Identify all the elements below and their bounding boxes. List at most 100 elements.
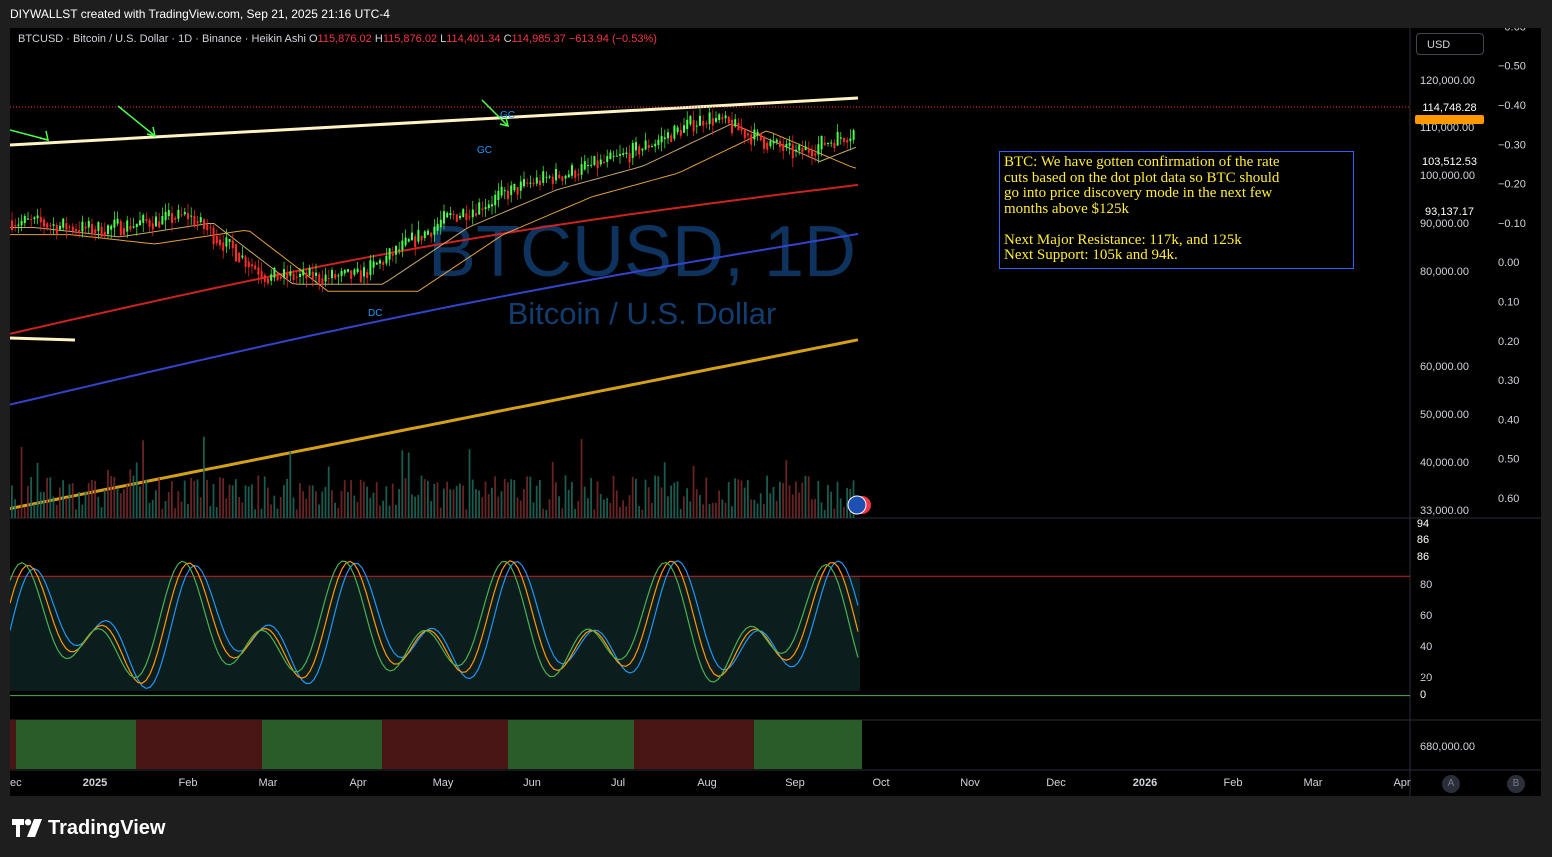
candle-body xyxy=(769,140,772,147)
trend-strip-cell xyxy=(718,720,724,769)
volume-bar xyxy=(420,475,423,518)
volume-bar xyxy=(734,478,736,518)
volume-bar xyxy=(107,469,109,518)
volume-bar xyxy=(327,466,330,518)
candle-body xyxy=(487,204,490,209)
candle-body xyxy=(711,118,714,126)
volume-bar xyxy=(439,507,442,518)
volume-bar xyxy=(801,482,804,518)
volume-bar xyxy=(692,465,695,518)
volume-bar xyxy=(167,491,170,518)
volume-bar xyxy=(273,495,276,518)
candle-body xyxy=(324,274,327,282)
secondary-axis-label: −0.40 xyxy=(1498,100,1526,112)
scale-mode-button[interactable]: B xyxy=(1507,775,1525,793)
trend-strip-cell xyxy=(388,720,394,769)
candle-body xyxy=(14,225,17,227)
trend-strip-cell xyxy=(616,720,622,769)
volume-bar xyxy=(791,494,794,518)
volume-bar xyxy=(673,482,676,518)
volume-bar xyxy=(407,452,410,518)
candle-body xyxy=(772,141,775,144)
secondary-axis-label: 0.00 xyxy=(1498,257,1519,269)
volume-bar xyxy=(539,479,541,518)
candle-body xyxy=(65,223,68,230)
volume-group xyxy=(11,436,855,518)
volume-bar xyxy=(507,482,509,518)
candle-body xyxy=(292,273,295,280)
trend-strip-cell xyxy=(706,720,712,769)
volume-bar xyxy=(388,505,391,518)
candle-body xyxy=(459,215,461,219)
tradingview-logo[interactable]: TradingView xyxy=(12,812,165,844)
volume-bar xyxy=(615,490,618,518)
trend-strip-cell xyxy=(442,720,448,769)
volume-bar xyxy=(231,485,234,518)
trend-strip-cell xyxy=(406,720,412,769)
symbol-legend: BTCUSD · Bitcoin / U.S. Dollar · 1D · Bi… xyxy=(18,33,657,45)
time-axis-label: Jun xyxy=(523,777,541,789)
candle-body xyxy=(574,170,577,178)
trend-strip-cell xyxy=(244,720,250,769)
volume-bar xyxy=(356,501,359,518)
secondary-axis-label: −0.30 xyxy=(1498,139,1526,151)
trend-strip-cell xyxy=(46,720,52,769)
candle-body xyxy=(71,226,74,232)
candle-body xyxy=(791,144,794,159)
candle-body xyxy=(622,153,625,155)
candle-body xyxy=(436,223,439,231)
candle-body xyxy=(84,226,87,229)
legend-symbol: BTCUSD · Bitcoin / U.S. Dollar · 1D · Bi… xyxy=(18,33,306,45)
time-axis-label: Jul xyxy=(611,777,625,789)
trend-strip-cell xyxy=(556,720,562,769)
candle-body xyxy=(209,227,212,229)
candle-body xyxy=(580,164,583,175)
candle-body xyxy=(299,273,301,277)
ma50-line xyxy=(10,130,857,292)
candle-body xyxy=(507,190,509,200)
volume-bar xyxy=(39,492,42,518)
volume-bar xyxy=(81,504,84,518)
volume-bar xyxy=(491,487,493,518)
auto-scale-button[interactable]: A xyxy=(1442,775,1460,793)
candle-body xyxy=(612,155,615,157)
volume-bar xyxy=(174,508,176,518)
currency-selector[interactable]: USD xyxy=(1416,33,1484,55)
candle-body xyxy=(535,177,538,184)
volume-bar xyxy=(785,460,788,518)
candle-body xyxy=(558,174,561,179)
volume-bar xyxy=(743,487,746,518)
analysis-note[interactable]: BTC: We have gotten confirmation of the … xyxy=(999,151,1354,269)
annotation-arrow-head xyxy=(39,130,49,142)
candle-body xyxy=(363,267,365,277)
volume-bar xyxy=(663,462,666,518)
chart-canvas[interactable]: BTCUSD, 1D Bitcoin / U.S. Dollar GC GC DC 120… xyxy=(10,28,1541,796)
candle-body xyxy=(407,239,410,242)
ma200-line xyxy=(10,232,859,406)
volume-bar xyxy=(119,493,122,518)
volume-bar xyxy=(49,477,52,518)
trend-strip-cell xyxy=(298,720,304,769)
chart-panel[interactable]: BTCUSD, 1D Bitcoin / U.S. Dollar GC GC DC 120… xyxy=(10,28,1541,796)
candle-body xyxy=(747,133,749,136)
candle-body xyxy=(279,276,282,279)
osc-axis-label: 60 xyxy=(1420,610,1432,622)
candle-body xyxy=(78,229,81,234)
volume-bar xyxy=(190,477,192,518)
candle-body xyxy=(273,267,276,278)
volume-bar xyxy=(103,489,106,518)
time-axis-label: Feb xyxy=(179,777,198,789)
tradingview-logo-icon xyxy=(12,819,42,837)
volume-bar xyxy=(833,508,836,518)
candle-body xyxy=(766,142,769,150)
volume-bar xyxy=(116,488,119,518)
candle-body xyxy=(305,272,308,279)
volume-bar xyxy=(379,505,381,518)
candle-body xyxy=(683,125,685,133)
candle-body xyxy=(545,176,548,178)
candle-body xyxy=(718,114,721,120)
volume-bar xyxy=(142,440,144,518)
volume-bar xyxy=(305,498,308,518)
candle-body xyxy=(177,209,180,219)
candle-body xyxy=(644,140,647,150)
